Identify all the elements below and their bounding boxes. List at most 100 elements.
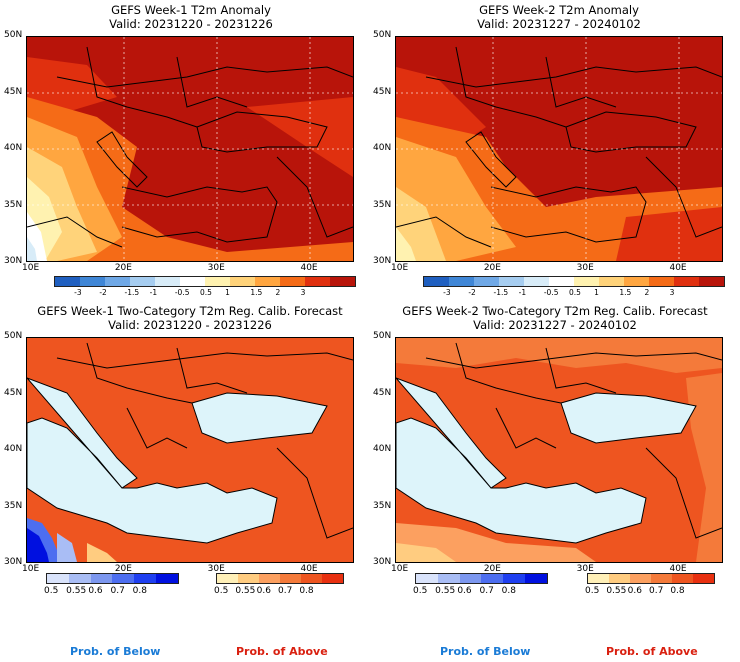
lon-label: 30E [207,564,225,574]
panel1-title-text: GEFS Week-1 T2m Anomaly [111,3,271,17]
colorbar-swatch [651,574,672,583]
colorbar-tick-label: -2 [99,288,107,297]
prob-below-label-week1: Prob. of Below [70,645,161,658]
prob-below-colorbar-week1 [46,573,179,584]
colorbar-swatch [630,574,651,583]
prob-above-colorbar-week1 [216,573,344,584]
colorbar-tick-label: -1.5 [124,288,140,297]
lat-label: 45N [373,86,392,97]
lon-label: 10E [391,263,409,273]
lon-label: 40E [669,564,687,574]
lat-label: 50N [4,331,23,341]
prob-colorbar-tick-label: 0.7 [278,586,293,596]
colorbar-tick-label: -3 [443,288,451,297]
colorbar-swatch [449,277,474,286]
lon-label: 10E [22,564,40,574]
colorbar-swatch [205,277,230,286]
colorbar-swatch [693,574,714,583]
prob-above-label-week1: Prob. of Above [236,645,328,658]
lat-label: 45N [373,387,392,398]
lat-label: 45N [4,86,23,97]
lat-label: 40N [373,143,392,153]
colorbar-swatch [459,574,482,583]
colorbar-swatch [474,277,499,286]
colorbar-swatch [416,574,438,583]
lon-label: 20E [483,263,501,273]
colorbar-swatch [588,574,609,583]
prob-colorbar-tick-label: 0.8 [670,586,685,596]
colorbar-swatch [80,277,105,286]
anomaly-map-week2 [395,36,723,262]
colorbar-swatch [549,277,574,286]
panel3-title: GEFS Week-1 Two-Category T2m Reg. Calib.… [0,304,380,332]
colorbar-swatch [322,574,343,583]
colorbar-swatch [90,574,113,583]
colorbar-swatch [238,574,259,583]
colorbar-swatch [330,277,355,286]
colorbar-swatch [301,574,322,583]
colorbar-swatch [481,574,504,583]
lat-label: 50N [373,30,392,40]
colorbar-swatch [156,574,178,583]
lat-label: 50N [4,30,23,40]
lon-label: 30E [576,564,594,574]
panel2-valid-text: Valid: 20231227 - 20240102 [477,17,641,31]
lat-label: 30N [373,557,392,567]
colorbar-swatch [259,574,280,583]
lat-label: 30N [4,557,23,567]
probability-map-week1 [26,337,354,563]
lat-label: 35N [373,500,392,511]
anomaly-map-week1 [26,36,354,262]
colorbar-tick-label: -0.5 [543,288,559,297]
colorbar-swatch [503,574,526,583]
colorbar-tick-label: 3 [669,288,675,297]
colorbar-tick-label: -1 [149,288,158,297]
lon-label: 10E [22,263,40,273]
panel3-valid-text: Valid: 20231220 - 20231226 [108,318,272,332]
prob-colorbar-tick-label: 0.6 [256,586,271,596]
lon-label: 40E [669,263,687,273]
colorbar-tick-label: 2 [644,288,650,297]
prob-colorbar-tick-label: 0.6 [457,586,472,596]
colorbar-swatch [47,574,69,583]
prob-colorbar-tick-label: 0.55 [66,586,87,596]
panel2-title-text: GEFS Week-2 T2m Anomaly [479,3,639,17]
panel3-title-text: GEFS Week-1 Two-Category T2m Reg. Calib.… [37,304,343,318]
prob-colorbar-tick-label: 0.6 [627,586,642,596]
prob-below-colorbar-week2 [415,573,548,584]
prob-colorbar-tick-label: 0.7 [649,586,664,596]
panel4-valid-text: Valid: 20231227 - 20240102 [473,318,637,332]
colorbar-tick-label: 1 [594,288,599,297]
lon-label: 10E [391,564,409,574]
colorbar-swatch [230,277,255,286]
colorbar-swatch [280,574,301,583]
lat-label: 40N [4,444,23,454]
lon-label: 20E [114,564,132,574]
colorbar-swatch [499,277,524,286]
colorbar-swatch [217,574,238,583]
prob-colorbar-tick-label: 0.5 [413,586,428,596]
prob-colorbar-tick-label: 0.8 [299,586,314,596]
colorbar-swatch [524,277,549,286]
lon-label: 40E [300,263,318,273]
colorbar-tick-label: 2 [275,288,281,297]
colorbar-swatch [599,277,624,286]
colorbar-swatch [674,277,699,286]
lon-label: 20E [483,564,501,574]
colorbar-swatch [134,574,157,583]
lat-label: 50N [373,331,392,341]
colorbar-swatch [130,277,155,286]
colorbar-tick-label: 1.5 [619,288,632,297]
prob-colorbar-tick-label: 0.5 [585,586,600,596]
panel4-title-text: GEFS Week-2 Two-Category T2m Reg. Calib.… [402,304,708,318]
colorbar-tick-label: -1 [518,288,527,297]
probability-map-week2 [395,337,723,563]
lon-label: 30E [576,263,594,273]
colorbar-swatch [624,277,649,286]
colorbar-swatch [525,574,547,583]
panel2-title: GEFS Week-2 T2m Anomaly Valid: 20231227 … [394,3,724,31]
probability-map-week2-svg [396,338,722,562]
colorbar-swatch [609,574,630,583]
anomaly-colorbar-week2 [423,276,725,287]
colorbar-swatch [68,574,91,583]
